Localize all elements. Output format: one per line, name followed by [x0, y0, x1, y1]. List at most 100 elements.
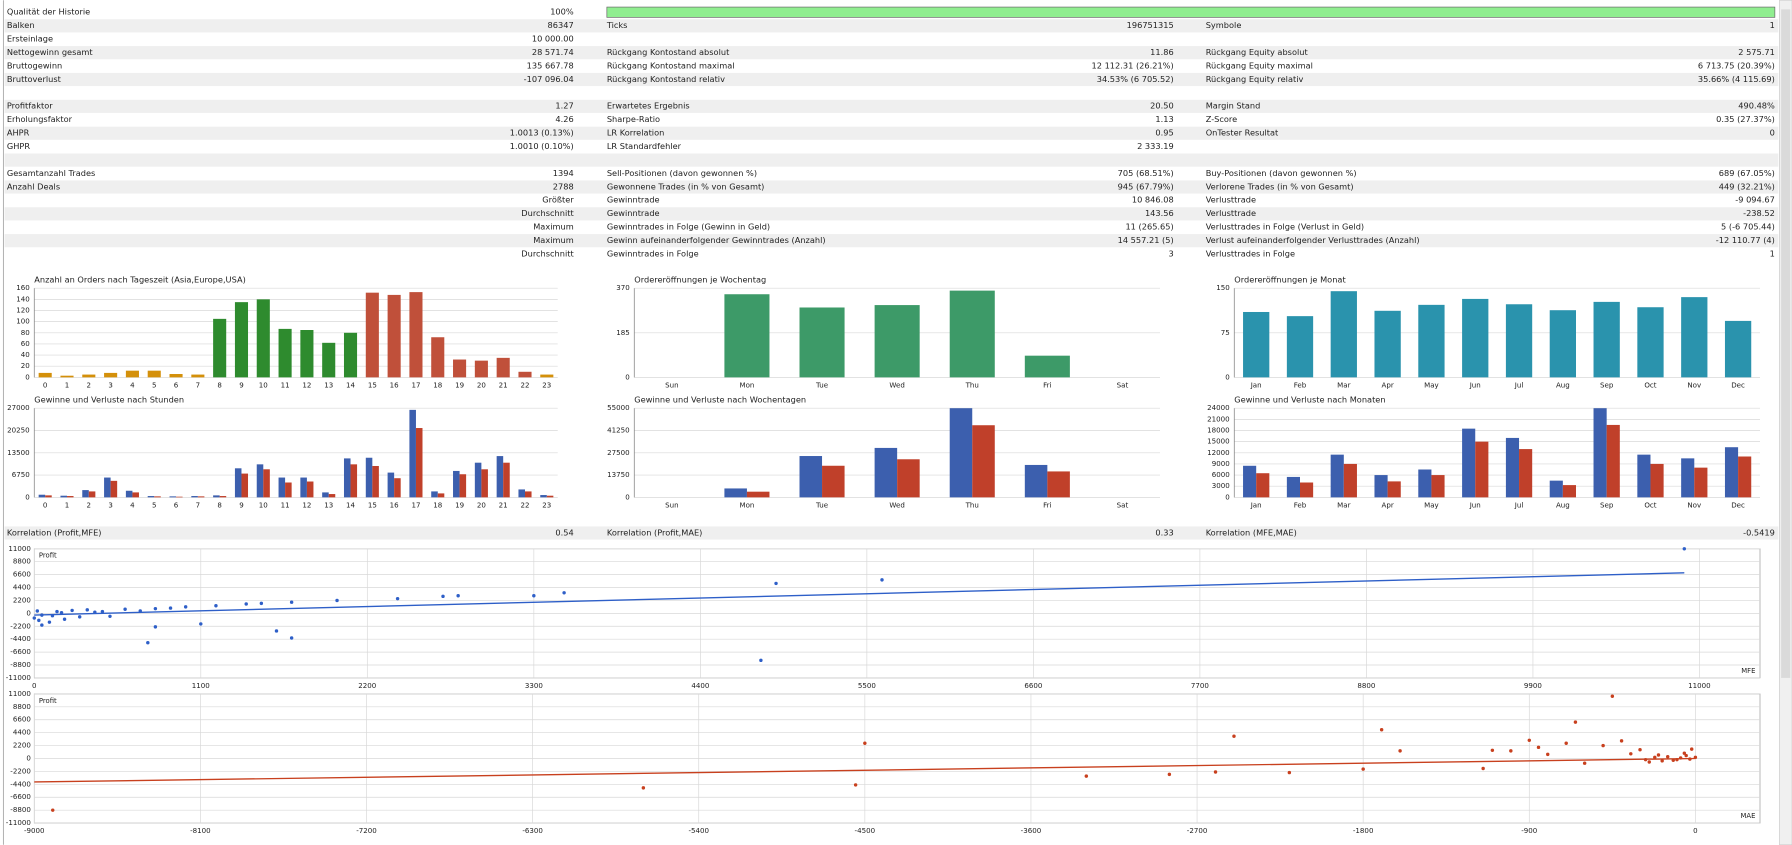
scatter-point: [1629, 752, 1633, 756]
scatter-point: [77, 615, 82, 619]
bar: [1047, 471, 1070, 498]
scatter-point: [1643, 757, 1648, 762]
x-axis-label: MAE: [1741, 812, 1756, 820]
bar: [1505, 304, 1533, 378]
stat-label: OnTester Resultat: [1206, 128, 1279, 138]
bar: [169, 374, 183, 378]
stat-value: -9 094.67: [1735, 195, 1775, 205]
stat-label: Rückgang Kontostand absolut: [607, 47, 730, 57]
y-tick-label: 13500: [7, 448, 30, 457]
scatter-point: [1398, 749, 1402, 753]
stat-label: Verlusttrades in Folge (Verlust in Geld): [1206, 222, 1364, 232]
x-tick-label: -8100: [190, 826, 211, 835]
bar: [1387, 481, 1401, 498]
stat-value: Durchschnitt: [521, 208, 574, 218]
bar: [546, 495, 554, 498]
stat-value: Maximum: [533, 235, 574, 245]
bar: [724, 294, 770, 378]
stat-value: 135 667.78: [527, 60, 574, 70]
stat-label: Korrelation (Profit,MFE): [7, 527, 102, 537]
y-tick-label: 160: [16, 283, 30, 292]
scatter-point: [1689, 747, 1694, 751]
chart-title: Ordereröffnungen je Monat: [1234, 275, 1346, 285]
stat-label: Gewinntrades in Folge: [607, 248, 699, 258]
bar: [1330, 291, 1357, 378]
bar: [453, 470, 460, 498]
scrollbar-thumb[interactable]: [1781, 9, 1791, 678]
x-tick-label: Jul: [1514, 500, 1524, 509]
y-tick-label: 0: [1225, 372, 1230, 381]
row-background: [4, 99, 1779, 113]
scatter-point: [1167, 772, 1172, 777]
x-tick-label: 20: [477, 500, 487, 509]
scatter-point: [50, 613, 55, 618]
x-tick-label: 15: [368, 500, 377, 509]
bar: [1549, 310, 1576, 378]
stat-value: 5 (-6 705.44): [1721, 222, 1775, 232]
y-tick-label: 120: [16, 306, 30, 315]
stat-value: 1.13: [1155, 114, 1173, 124]
x-tick-label: 5500: [858, 681, 877, 690]
x-tick-label: Mon: [739, 500, 754, 509]
bar: [169, 496, 177, 498]
stat-value: 14 557.21 (5): [1118, 235, 1174, 245]
x-tick-label: 6600: [1024, 681, 1043, 690]
stat-label: Bruttoverlust: [7, 74, 62, 84]
bar: [322, 492, 329, 498]
stat-label: Verlusttrade: [1206, 195, 1256, 205]
bar: [822, 465, 845, 498]
x-tick-label: Nov: [1687, 380, 1701, 389]
y-tick-label: -6600: [10, 647, 31, 656]
x-tick-label: Sun: [665, 380, 678, 389]
x-tick-label: 14: [346, 380, 356, 389]
scatter-point: [1527, 738, 1532, 743]
scatter-point: [32, 616, 36, 620]
y-tick-label: -2200: [10, 621, 31, 630]
x-tick-label: -7200: [356, 826, 377, 835]
stat-label: Sell-Positionen (davon gewonnen %): [607, 168, 757, 178]
stat-label: GHPR: [7, 141, 31, 151]
scatter-point: [441, 594, 445, 599]
y-tick-label: 6000: [1212, 470, 1231, 479]
y-tick-label: 11000: [8, 544, 31, 553]
y-tick-label: -4400: [10, 779, 31, 788]
y-tick-label: 20: [21, 361, 31, 370]
stat-label: Ersteinlage: [7, 34, 53, 44]
stat-value: 0.95: [1155, 128, 1173, 138]
x-tick-label: 3: [108, 380, 113, 389]
scatter-point: [55, 609, 59, 614]
x-tick-label: Oct: [1644, 380, 1656, 389]
bar: [431, 491, 438, 498]
bar: [1418, 469, 1432, 498]
x-tick-label: May: [1424, 500, 1439, 509]
bar: [799, 307, 845, 378]
stat-label: Gewinntrade: [607, 208, 660, 218]
x-tick-label: -9000: [24, 826, 45, 835]
bar: [1243, 465, 1257, 498]
y-tick-label: 6600: [13, 715, 32, 724]
x-tick-label: 14: [346, 500, 356, 509]
x-tick-label: Tue: [815, 380, 828, 389]
stat-value: 1.0010 (0.10%): [510, 141, 574, 151]
x-tick-label: 10: [259, 380, 269, 389]
scatter-point: [1656, 753, 1661, 757]
y-tick-label: 0: [625, 492, 630, 501]
chart-title: Gewinne und Verluste nach Stunden: [34, 395, 184, 405]
x-tick-label: 3: [108, 500, 113, 509]
stat-label: Rückgang Equity relativ: [1206, 74, 1304, 84]
x-tick-label: 21: [499, 380, 508, 389]
x-tick-label: 23: [542, 380, 551, 389]
bar: [60, 375, 74, 378]
scatter-point: [214, 604, 218, 608]
y-tick-label: 6600: [13, 570, 32, 579]
stat-value: 196751315: [1127, 20, 1174, 30]
stat-value: -107 096.04: [524, 74, 574, 84]
y-tick-label: 6750: [12, 470, 31, 479]
bar: [1650, 463, 1664, 498]
x-tick-label: Thu: [965, 500, 979, 509]
bar: [1343, 463, 1357, 498]
bar: [1330, 454, 1344, 498]
x-axis-label: MFE: [1741, 667, 1755, 675]
bar: [409, 409, 416, 498]
bar: [300, 477, 307, 498]
